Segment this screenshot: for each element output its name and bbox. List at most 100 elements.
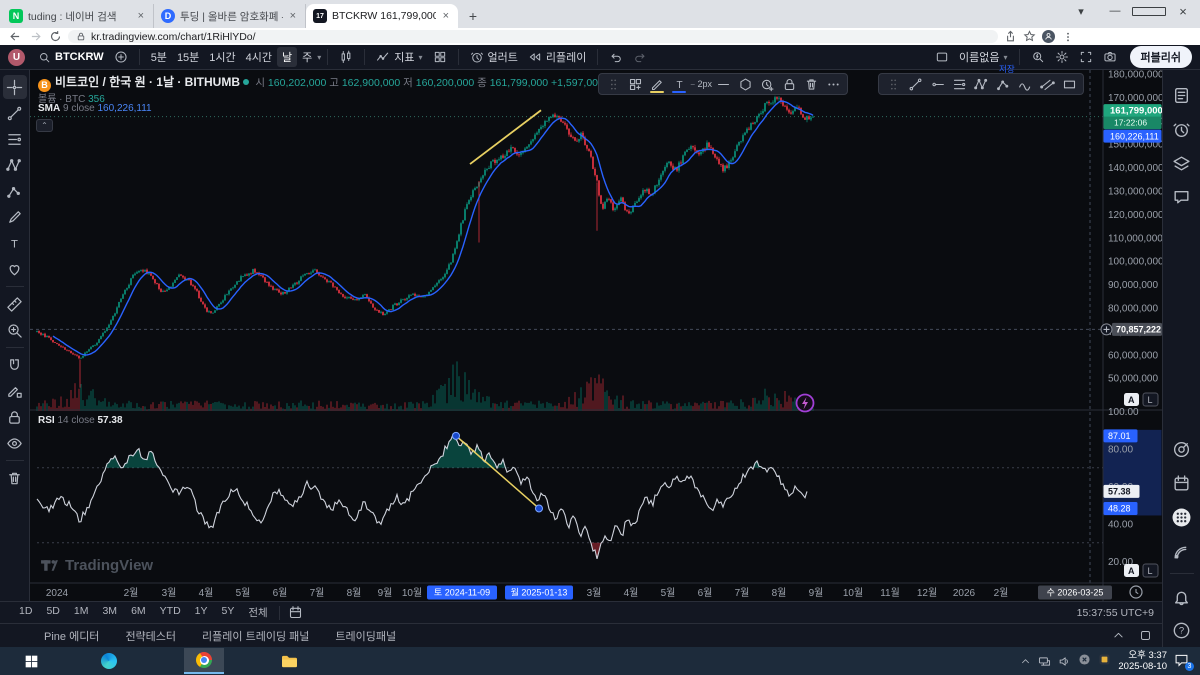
- trend-line-icon[interactable]: [904, 74, 926, 94]
- rectangle-icon[interactable]: [1058, 74, 1080, 94]
- volume-icon[interactable]: [1058, 655, 1071, 668]
- settings-button[interactable]: [1050, 50, 1074, 64]
- close-tab-icon[interactable]: ×: [289, 10, 296, 22]
- chart-style-button[interactable]: [334, 50, 358, 64]
- tool-eye[interactable]: [3, 431, 27, 455]
- range-1M[interactable]: 1M: [73, 605, 89, 617]
- tray-expand-icon[interactable]: [1020, 656, 1031, 667]
- tool-crosshair[interactable]: [2, 75, 27, 99]
- close-tab-icon[interactable]: ×: [137, 10, 144, 22]
- network-icon[interactable]: [1038, 655, 1051, 668]
- tool-zoom-in[interactable]: [3, 318, 27, 342]
- go-to-date-button[interactable]: [284, 601, 308, 625]
- fib-lines-icon[interactable]: [948, 74, 970, 94]
- interval-주[interactable]: 주: [302, 52, 313, 64]
- chart-clock[interactable]: 15:37:55 UTC+9: [1076, 606, 1154, 619]
- back-icon[interactable]: [8, 30, 22, 44]
- browser-tab-1[interactable]: N tuding : 네이버 검색 ×: [2, 4, 154, 28]
- range-6M[interactable]: 6M: [131, 605, 146, 617]
- taskbar-clock[interactable]: 오후 3:37 2025-08-10: [1118, 650, 1167, 672]
- new-tab-button[interactable]: +: [468, 8, 478, 24]
- chrome-taskbar-icon[interactable]: [184, 648, 224, 674]
- sidebar-alarm-button[interactable]: [1169, 116, 1195, 142]
- tool-magnet[interactable]: [3, 353, 27, 377]
- tab-search-icon[interactable]: ▾: [1078, 5, 1084, 18]
- tool-fib-lines[interactable]: [3, 127, 27, 151]
- log-scale-button[interactable]: L: [1142, 392, 1159, 407]
- sma-value-badge[interactable]: 160,226,111: [1103, 129, 1162, 143]
- browser-menu-icon[interactable]: [1061, 30, 1074, 43]
- layout-select-button[interactable]: [930, 50, 954, 64]
- drag-handle-icon[interactable]: [882, 74, 904, 94]
- range-3M[interactable]: 3M: [102, 605, 118, 617]
- sidebar-help-button[interactable]: ?: [1169, 617, 1195, 643]
- time-axis[interactable]: 2024 2월 3월 4월 5월 6월 7월 8월 9월 10월 3월 4월 5월 6월 7월 8월 9월 10월…: [46, 587, 1009, 599]
- alert-button[interactable]: 얼러트: [465, 49, 523, 65]
- rsi-trendline-drawing[interactable]: [452, 431, 543, 513]
- forward-icon[interactable]: [28, 30, 42, 44]
- range-전체[interactable]: 전체: [248, 607, 268, 619]
- tool-ruler[interactable]: [3, 292, 27, 316]
- range-5D[interactable]: 5D: [46, 605, 60, 617]
- xabcd-pattern-icon[interactable]: [970, 74, 992, 94]
- tool-xabcd-pattern[interactable]: [3, 153, 27, 177]
- bookmark-star-icon[interactable]: [1023, 30, 1036, 43]
- trash-icon[interactable]: [800, 74, 822, 94]
- axis-timezone-clock-icon[interactable]: [1129, 585, 1143, 599]
- flash-marker[interactable]: [795, 393, 815, 413]
- line-width-icon[interactable]: 2px: [690, 79, 712, 89]
- tool-lock[interactable]: [3, 405, 27, 429]
- sidebar-apps-button[interactable]: [1169, 504, 1195, 530]
- quick-search-button[interactable]: [1026, 50, 1050, 64]
- interval-5분[interactable]: 5분: [150, 52, 167, 64]
- interval-날[interactable]: 날: [277, 47, 298, 67]
- file-explorer-icon[interactable]: [276, 648, 302, 674]
- reload-icon[interactable]: [48, 30, 62, 44]
- horizontal-ray-icon[interactable]: [926, 74, 948, 94]
- undo-button[interactable]: [604, 50, 628, 64]
- sidebar-layers-button[interactable]: [1169, 150, 1195, 176]
- publish-button[interactable]: 퍼블리쉬: [1129, 46, 1192, 68]
- interval-15분[interactable]: 15분: [176, 52, 200, 64]
- sidebar-watchlist-button[interactable]: [1169, 82, 1195, 108]
- auto-scale-button[interactable]: A: [1124, 393, 1139, 406]
- replay-button[interactable]: 리플레이: [523, 49, 591, 65]
- snapshot-button[interactable]: [1098, 50, 1122, 64]
- browser-tab-active[interactable]: 17 BTCKRW 161,799,000 ▲ +1% ×: [306, 4, 458, 28]
- chart-canvas[interactable]: 180,000,000170,000,000160,000,000150,000…: [30, 70, 1162, 601]
- range-YTD[interactable]: YTD: [159, 605, 181, 617]
- trendline-drawing[interactable]: [469, 109, 542, 165]
- chevron-down-icon[interactable]: ▾: [317, 52, 322, 62]
- sidebar-bell-button[interactable]: [1169, 583, 1195, 609]
- projection-icon[interactable]: [992, 74, 1014, 94]
- tool-trash[interactable]: [3, 466, 27, 490]
- channel-icon[interactable]: [1036, 74, 1058, 94]
- indicators-button[interactable]: 지표 ▾: [371, 49, 427, 65]
- sidebar-signal-button[interactable]: [1169, 538, 1195, 564]
- line-icon[interactable]: [712, 74, 734, 94]
- start-button[interactable]: [18, 648, 44, 674]
- minimize-button[interactable]: —: [1109, 5, 1121, 17]
- symbol-search[interactable]: BTCKRW: [33, 51, 109, 64]
- range-1D[interactable]: 1D: [19, 605, 33, 617]
- close-tab-icon[interactable]: ×: [442, 10, 449, 22]
- notification-center-icon[interactable]: 3: [1174, 653, 1194, 671]
- drag-handle-icon[interactable]: [602, 74, 624, 94]
- legend-collapse-button[interactable]: ⌃: [36, 119, 53, 132]
- more-dots-icon[interactable]: [822, 74, 844, 94]
- crosshair-price-badge[interactable]: 70,857,222: [1100, 322, 1162, 336]
- onedrive-status-icon[interactable]: [1078, 653, 1091, 669]
- text-tool-icon[interactable]: T: [668, 74, 690, 94]
- interval-1시간[interactable]: 1시간: [209, 52, 236, 64]
- log-scale-button[interactable]: L: [1142, 563, 1159, 578]
- grid-add-icon[interactable]: [624, 74, 646, 94]
- pencil-icon[interactable]: [646, 74, 668, 94]
- tool-brush[interactable]: [3, 205, 27, 229]
- close-window-button[interactable]: ×: [1179, 3, 1187, 19]
- url-bar[interactable]: kr.tradingview.com/chart/1RiHlYDo/: [68, 30, 998, 43]
- indicator-templates-button[interactable]: [428, 50, 452, 64]
- save-indicator[interactable]: 저장: [999, 64, 1015, 74]
- profile-avatar[interactable]: [1042, 30, 1055, 43]
- edge-taskbar-icon[interactable]: [96, 648, 122, 674]
